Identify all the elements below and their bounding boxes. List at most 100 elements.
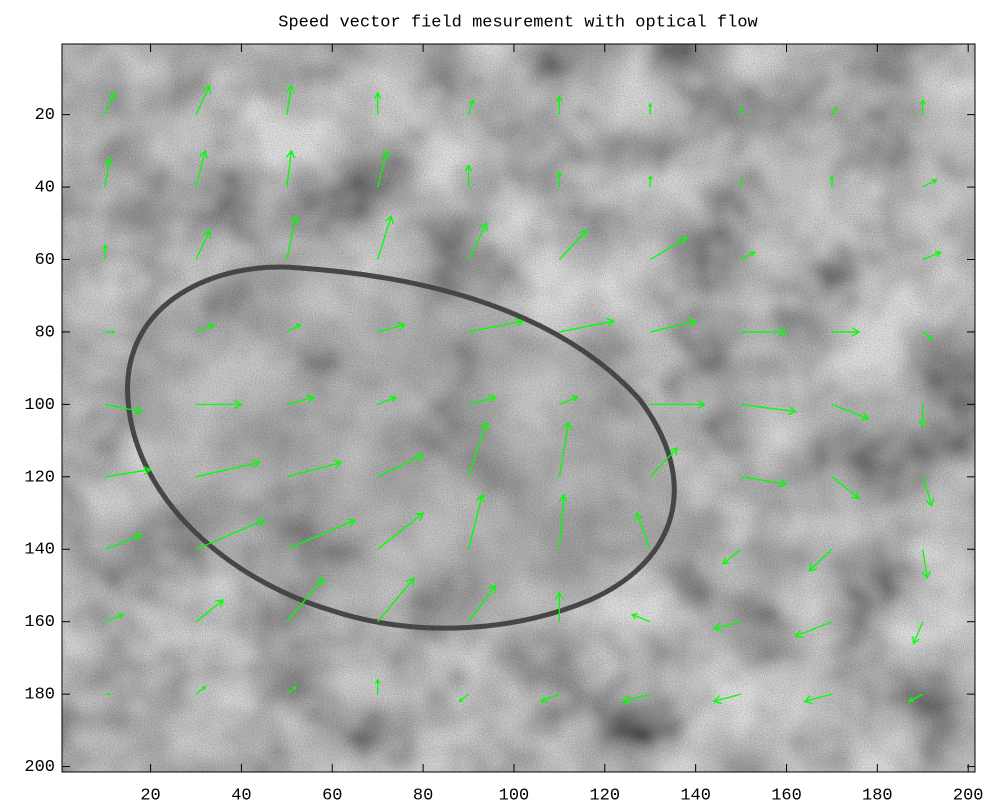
vector-arrow — [831, 476, 861, 500]
x-tick-label: 80 — [413, 786, 433, 805]
vector-arrow — [649, 237, 688, 261]
vector-arrow — [721, 548, 742, 565]
vector-arrow — [922, 476, 935, 508]
x-tick-label: 140 — [680, 786, 711, 805]
vector-arrow — [104, 156, 114, 188]
vector-arrow — [739, 106, 743, 115]
vector-arrow — [740, 476, 788, 488]
vector-arrow — [539, 693, 560, 703]
vector-arrow — [377, 149, 390, 188]
vector-arrow — [195, 323, 216, 333]
x-tick-label: 180 — [862, 786, 893, 805]
vector-arrow — [740, 403, 797, 416]
y-tick-label: 200 — [24, 758, 55, 777]
vector-arrow — [467, 98, 475, 115]
vector-arrow — [286, 686, 297, 695]
vector-arrow — [468, 584, 497, 623]
vector-arrow — [794, 621, 833, 638]
vector-arrow — [648, 102, 653, 115]
vector-arrow — [650, 318, 697, 333]
chart-title: Speed vector field mesurement with optic… — [278, 13, 758, 32]
vector-arrow — [630, 612, 651, 623]
vector-arrow — [195, 459, 261, 478]
vector-arrow — [377, 395, 398, 405]
vector-arrow — [286, 214, 300, 260]
vector-arrow — [373, 91, 382, 115]
vector-arrow — [559, 395, 579, 405]
vector-arrow — [286, 577, 325, 623]
vector-arrow — [803, 693, 833, 705]
vector-arrow — [104, 91, 116, 115]
vector-arrow — [712, 621, 742, 632]
vector-arrow — [922, 250, 943, 261]
vector-arrow — [912, 621, 924, 645]
y-tick-label: 60 — [35, 251, 55, 270]
vector-arrow — [377, 321, 407, 333]
vector-arrow — [621, 693, 651, 705]
vector-arrow — [377, 577, 415, 623]
vector-arrow — [739, 178, 743, 188]
y-tick-label: 160 — [24, 613, 55, 632]
y-tick-label: 120 — [24, 468, 55, 487]
vector-arrow — [831, 106, 838, 115]
vector-arrow — [922, 331, 933, 340]
vector-arrow — [648, 174, 653, 188]
vector-arrow — [105, 466, 152, 478]
vector-arrow — [458, 693, 469, 703]
image-grain — [62, 44, 975, 772]
x-tick-label: 120 — [589, 786, 620, 805]
y-tick-label: 40 — [35, 179, 55, 198]
vector-arrow — [558, 421, 572, 477]
vector-arrow — [554, 591, 564, 622]
y-tick-label: 100 — [24, 396, 55, 415]
vector-arrow — [286, 394, 316, 406]
vector-arrow — [831, 403, 870, 421]
vector-arrow — [741, 327, 788, 337]
plot-frame — [61, 43, 976, 773]
x-tick-label: 200 — [953, 786, 984, 805]
vector-arrow — [467, 421, 489, 478]
vector-arrow — [285, 84, 295, 115]
vector-arrow — [831, 327, 861, 337]
vector-arrow — [374, 678, 381, 695]
vector-arrow — [740, 251, 756, 261]
vector-arrow — [907, 693, 924, 703]
vector-arrow — [195, 149, 208, 188]
x-tick-label: 20 — [140, 786, 160, 805]
y-tick-label: 80 — [35, 323, 55, 342]
vector-arrow — [829, 174, 835, 188]
x-tick-label: 160 — [771, 786, 802, 805]
vector-arrow — [556, 171, 563, 188]
vector-arrow — [195, 399, 243, 409]
vector-arrow — [195, 229, 211, 260]
vector-arrow — [634, 511, 651, 550]
vector-arrow — [377, 453, 425, 478]
vector-arrow — [922, 179, 938, 188]
vector-arrow — [377, 214, 394, 260]
vector-arrow — [102, 243, 108, 260]
vector-arrow — [195, 84, 211, 115]
x-tick-label: 100 — [499, 786, 530, 805]
vector-arrow — [712, 693, 742, 705]
vector-arrow — [195, 599, 225, 623]
y-tick-label: 140 — [24, 541, 55, 560]
vector-arrow — [377, 512, 425, 550]
vector-arrow — [467, 493, 485, 550]
vector-arrow — [286, 149, 296, 188]
vector-arrow — [649, 446, 679, 478]
x-tick-label: 40 — [231, 786, 251, 805]
vector-arrow — [558, 229, 588, 260]
vector-arrow — [105, 692, 111, 696]
vector-arrow — [920, 98, 926, 115]
vector-arrow — [195, 518, 266, 550]
vector-arrow — [918, 404, 927, 428]
vector-arrow — [808, 548, 833, 572]
vector-arrow — [467, 222, 488, 260]
vector-arrow — [556, 95, 563, 115]
vector-arrow — [558, 493, 568, 550]
vector-arrow — [105, 330, 116, 334]
x-tick-label: 60 — [322, 786, 342, 805]
vector-arrow — [650, 399, 707, 409]
